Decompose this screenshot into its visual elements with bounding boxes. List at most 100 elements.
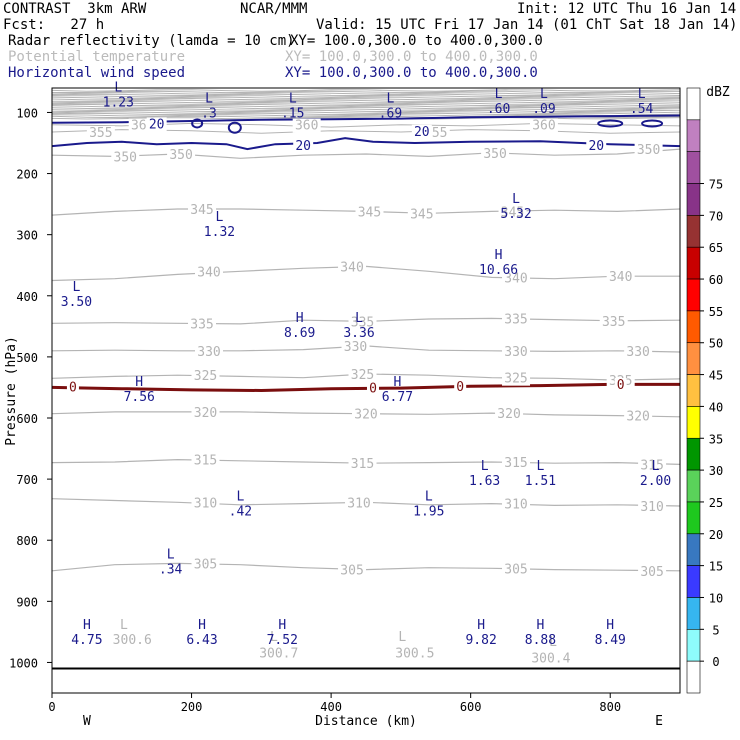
colorbar-label: 10 (709, 591, 723, 605)
theta-upper-line (52, 93, 680, 97)
theta-label: 315 (351, 457, 374, 472)
extremum-value: 1.23 (103, 96, 134, 111)
extremum-value: .09 (532, 102, 555, 117)
chart-valid: Valid: 15 UTC Fri 17 Jan 14 (01 ChT Sat … (316, 17, 738, 33)
wind-label-bg (146, 117, 167, 132)
theta-upper-line (52, 89, 680, 92)
extremum-marker-L: L (205, 92, 213, 107)
theta-label-bg (352, 407, 380, 422)
theta-upper-line (52, 105, 680, 108)
theta-label-bg (502, 312, 531, 327)
colorbar-label: 25 (709, 496, 723, 510)
y-tick-label: 800 (16, 534, 38, 548)
colorbar-segment (686, 437, 701, 471)
theta-label-bg (502, 371, 531, 386)
theta-upper-line (52, 100, 680, 104)
extremum-value: 2.00 (640, 474, 671, 489)
theta-label-bg (338, 260, 367, 275)
extremum-marker-L: L (512, 192, 520, 207)
theta-label: 335 (602, 315, 625, 330)
theta-label-bg (188, 203, 217, 217)
theta-upper-line (52, 114, 680, 117)
theta-label-bg (495, 407, 524, 422)
zero-label-bg (366, 381, 379, 396)
theta-label-bg (407, 207, 436, 222)
theta-min-value: 300.5 (395, 647, 434, 662)
extremum-marker-L: L (537, 459, 545, 474)
theta-label-bg (502, 497, 531, 512)
theta-label: 305 (640, 565, 663, 580)
theta-label-bg (624, 409, 653, 424)
extremum-marker-H: H (278, 618, 286, 633)
theta-upper-line (52, 96, 680, 100)
theta-upper-line (52, 95, 680, 98)
colorbar-segment (686, 87, 701, 121)
wind-closed-contour (227, 121, 242, 134)
extremum-marker-L: L (236, 490, 244, 505)
theta-label: 345 (358, 205, 381, 220)
extremum-value: 1.51 (525, 474, 556, 489)
colorbar-label: 15 (709, 560, 723, 574)
theta-label: 310 (194, 496, 217, 511)
extremum-marker-H: H (537, 618, 545, 633)
extremum-value: 7.52 (267, 633, 298, 648)
extremum-marker-H: H (83, 618, 91, 633)
theta-label-bg (502, 456, 531, 470)
theta-min-marker: L (549, 635, 557, 650)
x-tick-label: 800 (599, 700, 621, 714)
colorbar-segment (686, 501, 701, 535)
extremum-value: 10.66 (479, 263, 518, 278)
x-tick-label: 200 (181, 700, 203, 714)
theta-label: 305 (504, 562, 527, 577)
extremum-marker-L: L (355, 311, 363, 326)
colorbar-label: 70 (709, 209, 723, 223)
theta-label-bg (195, 344, 223, 359)
extremum-marker-L: L (425, 490, 433, 505)
theta-label: 340 (609, 270, 632, 285)
wind-label-bg (411, 124, 432, 139)
theta-label: 310 (640, 500, 663, 515)
zero-label: 0 (69, 380, 77, 395)
colorbar-segment (686, 629, 701, 662)
y-tick-label: 500 (16, 351, 38, 365)
theta-label: 330 (626, 345, 649, 360)
chart-init: Init: 12 UTC Thu 16 Jan 14 (517, 1, 737, 17)
colorbar-segment (686, 278, 701, 312)
theta-label-bg (502, 344, 531, 359)
extremum-marker-H: H (606, 618, 614, 633)
extremum-marker-L: L (481, 459, 489, 474)
theta-upper-line (52, 106, 680, 110)
theta-label-bg (167, 148, 196, 162)
colorbar-label: 20 (709, 528, 723, 542)
extremum-value: .42 (229, 505, 252, 520)
y-tick-label: 900 (16, 595, 38, 609)
theta-label-bg (624, 344, 653, 359)
wind-label-bg (293, 138, 314, 153)
zero-label-bg (614, 378, 627, 392)
theta-label-bg (606, 270, 635, 285)
theta-label-bg (341, 339, 370, 354)
colorbar-segment (686, 215, 701, 248)
colorbar-label: 35 (709, 432, 723, 446)
field1-xy: XY= 100.0,300.0 to 400.0,300.0 (290, 33, 543, 49)
field3-name: Horizontal wind speed (8, 65, 186, 81)
extremum-marker-H: H (477, 618, 485, 633)
extremum-marker-L: L (387, 92, 395, 107)
theta-upper-label: 360 (295, 119, 318, 134)
y-tick-label: 600 (16, 412, 38, 426)
colorbar-label: 60 (709, 273, 723, 287)
extremum-marker-L: L (540, 87, 548, 102)
theta-label-bg (191, 369, 220, 384)
extremum-value: 6.43 (186, 633, 217, 648)
theta-label: 325 (194, 369, 217, 384)
theta-upper-label: 360 (532, 119, 555, 134)
x-end-label-east: E (655, 714, 663, 729)
chart-org: NCAR/MMM (240, 1, 308, 17)
extremum-value: 9.82 (465, 633, 496, 648)
x-tick-label: 0 (48, 700, 55, 714)
theta-upper-line (52, 109, 680, 113)
colorbar-label: 75 (709, 178, 723, 192)
extremum-value: .69 (379, 107, 402, 122)
extremum-value: .15 (281, 107, 304, 122)
theta-label: 335 (351, 315, 374, 330)
